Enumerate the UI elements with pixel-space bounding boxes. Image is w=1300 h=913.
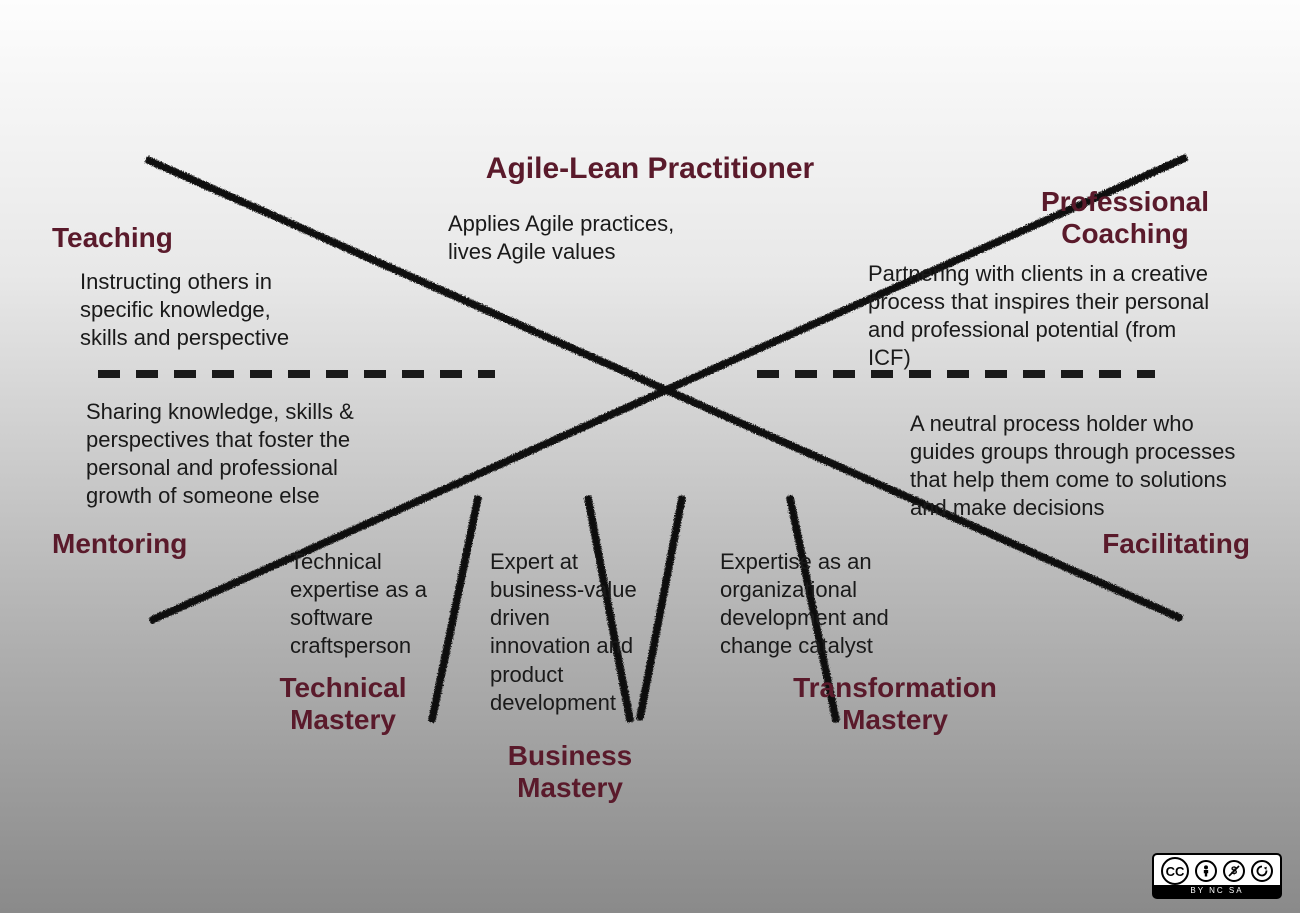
professional-coaching-desc: Partnering with clients in a creative pr…: [868, 260, 1248, 373]
transformation-mastery-title: Transformation Mastery: [770, 672, 1020, 736]
mentoring-title: Mentoring: [52, 528, 187, 560]
agile-lean-desc: Applies Agile practices, lives Agile val…: [448, 210, 748, 266]
mentoring-desc: Sharing knowledge, skills & perspectives…: [86, 398, 416, 511]
diagram-labels: Agile-Lean Practitioner Applies Agile pr…: [0, 0, 1300, 913]
teaching-title: Teaching: [52, 222, 173, 254]
facilitating-title: Facilitating: [1020, 528, 1250, 560]
cc-by-icon: [1195, 860, 1217, 882]
agile-lean-title: Agile-Lean Practitioner: [420, 152, 880, 187]
business-mastery-desc: Expert at business-value driven innovati…: [490, 548, 660, 717]
transformation-mastery-desc: Expertise as an organizational developme…: [720, 548, 930, 661]
professional-coaching-title: Professional Coaching: [1010, 186, 1240, 250]
cc-icons-row: CC $: [1154, 855, 1280, 885]
teaching-desc: Instructing others in specific knowledge…: [80, 268, 360, 352]
cc-logo-icon: CC: [1161, 857, 1189, 885]
cc-footer-text: BY NC SA: [1154, 885, 1280, 897]
business-mastery-title: Business Mastery: [470, 740, 670, 804]
facilitating-desc: A neutral process holder who guides grou…: [910, 410, 1270, 523]
cc-sa-icon: [1251, 860, 1273, 882]
technical-mastery-title: Technical Mastery: [258, 672, 428, 736]
cc-nc-icon: $: [1223, 860, 1245, 882]
technical-mastery-desc: Technical expertise as a software crafts…: [290, 548, 460, 661]
cc-license-badge: CC $ BY NC SA: [1152, 853, 1282, 899]
